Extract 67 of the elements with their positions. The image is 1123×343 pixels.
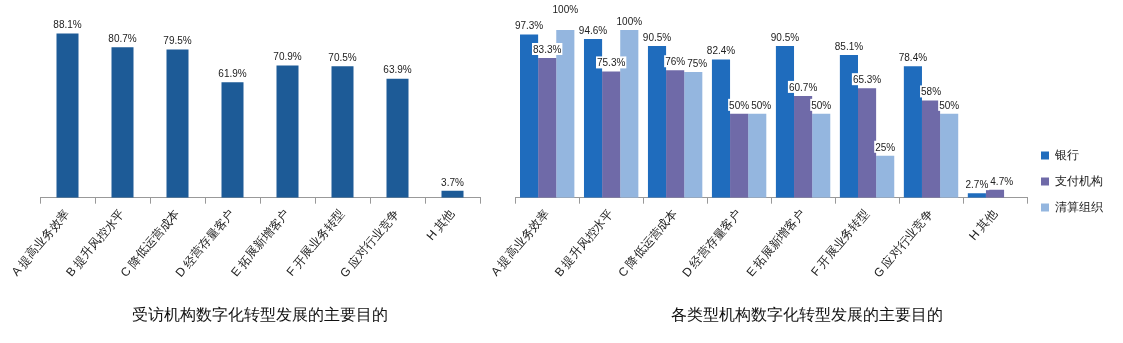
data-label: 25%: [875, 141, 896, 153]
data-label: 60.7%: [788, 81, 818, 93]
bar: [794, 95, 813, 198]
legend-label: 清算组织: [1055, 199, 1103, 214]
data-label: 50%: [729, 99, 750, 111]
bar: [166, 49, 189, 198]
bar: [221, 82, 244, 198]
bar: [684, 71, 703, 198]
bar: [730, 113, 749, 198]
bar: [748, 113, 767, 198]
text: 受访机构数字化转型发展的主要目的: [132, 305, 388, 323]
bar: [276, 65, 299, 198]
data-label: 100%: [616, 15, 643, 27]
bar: [903, 66, 922, 198]
data-label: 82.4%: [706, 45, 736, 57]
bar: [538, 58, 557, 198]
data-label: 75.3%: [596, 57, 626, 69]
x-tick-label: A 提高业务效率: [488, 206, 553, 279]
bar: [56, 33, 79, 198]
data-label: 79.5%: [163, 35, 192, 47]
data-label: 94.6%: [578, 24, 608, 36]
bar: [666, 70, 685, 198]
bar: [812, 113, 831, 198]
bar: [386, 78, 409, 198]
x-tick-label: D 经营存量客户: [679, 206, 744, 280]
x-tick-label: F 开展业务转型: [808, 206, 872, 279]
bar: [921, 100, 941, 198]
data-label: 70.9%: [273, 51, 302, 63]
data-label: 76%: [665, 55, 686, 67]
x-tick-label: B 提升风控水平: [551, 206, 616, 280]
x-tick-label: H 其他: [423, 206, 458, 243]
data-label: 4.7%: [990, 175, 1014, 187]
bar: [331, 66, 354, 198]
bar: [876, 155, 895, 198]
data-label: 3.7%: [441, 176, 464, 188]
data-label: 61.9%: [218, 68, 247, 80]
legend-label: 支付机构: [1055, 173, 1103, 188]
data-label: 50%: [939, 99, 960, 111]
bar: [858, 88, 877, 198]
data-label: 83.3%: [533, 43, 562, 55]
data-label: 80.7%: [108, 33, 137, 45]
data-label: 78.4%: [898, 51, 928, 63]
bar: [647, 45, 667, 198]
x-tick-label: E 拓展新增客户: [743, 206, 808, 280]
data-label: 75%: [687, 57, 708, 69]
data-label: 85.1%: [834, 40, 864, 52]
bar: [940, 113, 959, 198]
data-label: 90.5%: [770, 31, 800, 43]
data-label: 97.3%: [514, 20, 544, 32]
data-label: 58%: [921, 86, 942, 98]
data-label: 100%: [552, 3, 579, 15]
text: 各类型机构数字化转型发展的主要目的: [670, 305, 943, 323]
data-label: 65.3%: [852, 73, 882, 85]
bar: [111, 47, 134, 198]
bar: [602, 71, 621, 198]
x-tick-label: C 降低运营成本: [615, 206, 680, 280]
data-label: 70.5%: [328, 52, 357, 64]
data-label: 50%: [751, 99, 772, 111]
data-label: 2.7%: [965, 178, 989, 190]
legend-label: 银行: [1054, 147, 1079, 162]
data-label: 50%: [811, 99, 832, 111]
x-tick-label: G 应对行业竞争: [870, 206, 936, 281]
bar: [711, 59, 731, 198]
data-label: 63.9%: [383, 64, 412, 76]
data-label: 88.1%: [53, 19, 82, 31]
x-tick-label: H 其他: [965, 206, 1000, 243]
data-label: 90.5%: [642, 31, 672, 43]
